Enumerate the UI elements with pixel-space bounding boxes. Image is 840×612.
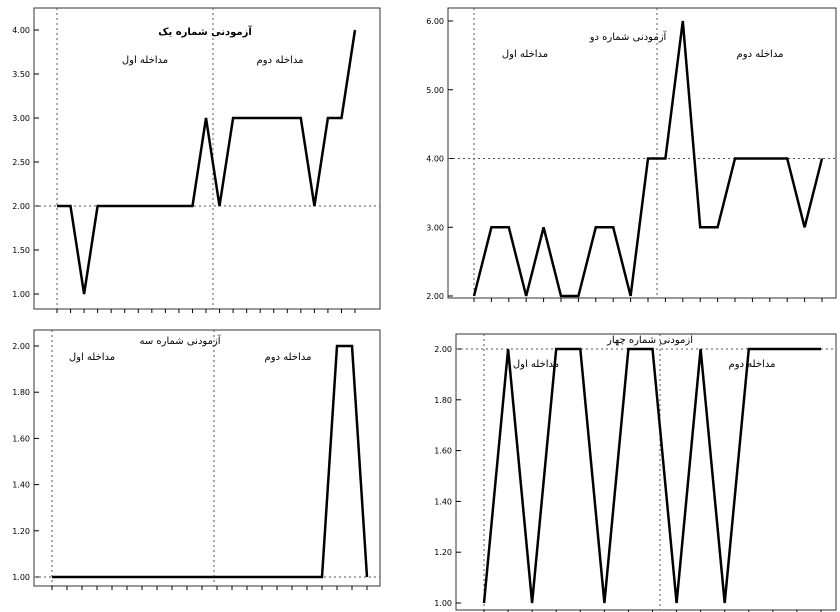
chart-frame (34, 330, 380, 586)
y-tick-label: 6.00 (426, 17, 444, 26)
y-tick-label: 1.00 (12, 573, 30, 582)
y-tick-label: 1.00 (12, 290, 30, 299)
y-tick-label: 2.50 (12, 158, 30, 167)
y-tick-label: 1.40 (12, 481, 30, 490)
chart-title: آزمودنی شماره یک (158, 25, 252, 38)
chart-title: آزمودنی شماره چهار (606, 333, 694, 346)
y-tick-label: 2.00 (12, 342, 30, 351)
data-series-line (57, 30, 355, 294)
y-tick-label: 3.00 (12, 114, 30, 123)
y-tick-label: 1.20 (12, 527, 30, 536)
phase-label-1: مداخله اول (502, 49, 548, 60)
chart-frame (456, 334, 836, 610)
phase-label-1: مداخله اول (122, 55, 168, 66)
chart-frame (34, 8, 380, 309)
chart-title: آزمودنی شماره سه (139, 334, 221, 347)
y-tick-label: 1.20 (434, 548, 452, 557)
y-tick-label: 3.00 (426, 223, 444, 232)
phase-label-2: مداخله دوم (737, 49, 784, 60)
y-tick-label: 2.00 (426, 292, 444, 301)
chart-title: آزمودنی شماره دو (589, 30, 668, 43)
y-tick-label: 4.00 (12, 26, 30, 35)
y-tick-label: 1.80 (12, 388, 30, 397)
chart-panel-3: 1.00 1.20 1.40 1.60 1.80 2.00 آزمودنی شماره سه… (12, 330, 380, 590)
y-tick-label: 5.00 (426, 86, 444, 95)
data-series-line (484, 349, 821, 603)
y-tick-label: 4.00 (426, 155, 444, 164)
chart-panel-2: 2.00 3.00 4.00 5.00 6.00 آزمودنی شماره دو مداخ… (426, 8, 836, 302)
phase-label-2: مداخله دوم (257, 55, 304, 66)
data-series-line (52, 346, 367, 577)
y-tick-label: 1.00 (434, 599, 452, 608)
y-tick-label: 1.60 (434, 447, 452, 456)
phase-label-1: مداخله اول (69, 352, 115, 363)
phase-label-2: مداخله دوم (265, 352, 312, 363)
y-tick-label: 1.40 (434, 497, 452, 506)
y-tick-label: 3.50 (12, 70, 30, 79)
phase-label-1: مداخله اول (513, 359, 559, 370)
y-tick-label: 2.00 (12, 202, 30, 211)
y-tick-label: 1.60 (12, 434, 30, 443)
y-tick-label: 1.80 (434, 396, 452, 405)
y-tick-label: 1.50 (12, 246, 30, 255)
phase-label-2: مداخله دوم (729, 359, 776, 370)
chart-panel-4: 1.00 1.20 1.40 1.60 1.80 2.00 آزمودنی شماره چه… (434, 333, 836, 612)
chart-panel-1: 1.00 1.50 2.00 2.50 3.00 3.50 4.00 آزمودنی شمار… (12, 8, 380, 313)
y-tick-label: 2.00 (434, 345, 452, 354)
